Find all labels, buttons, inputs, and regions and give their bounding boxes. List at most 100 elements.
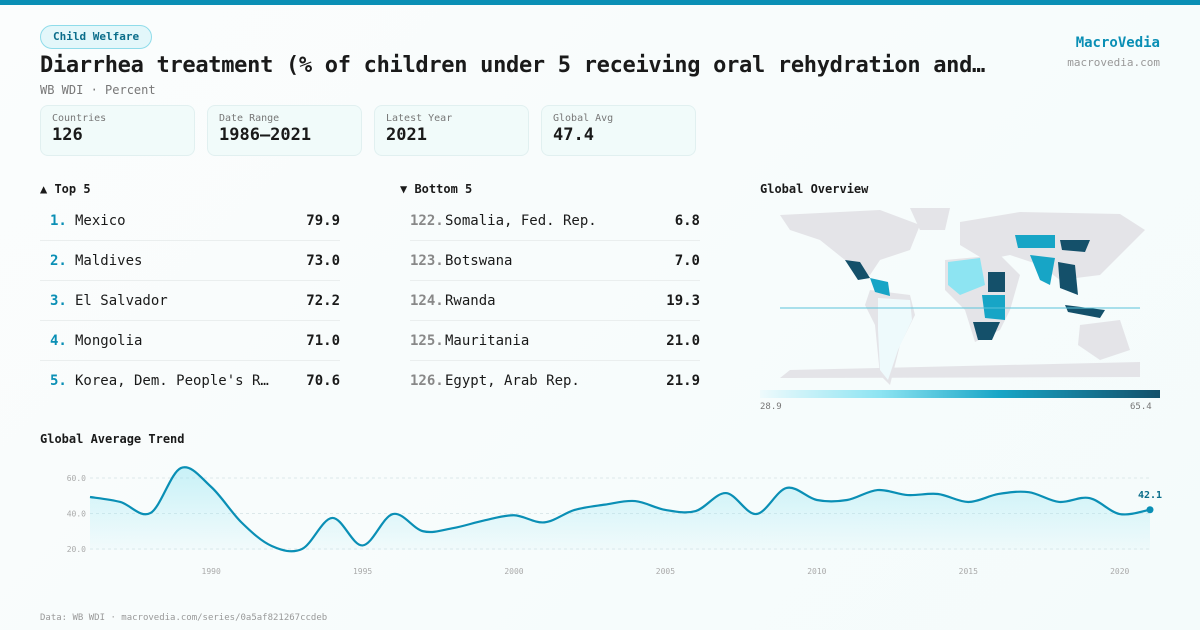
stat-value: 47.4 xyxy=(553,125,594,145)
stat-card-global-avg: Global Avg 47.4 xyxy=(541,105,696,156)
antarctica xyxy=(780,362,1140,378)
stat-value: 2021 xyxy=(386,125,427,145)
trend-chart[interactable]: 20.0 40.0 60.0 1990 1995 2000 2005 2010 2015 2020… xyxy=(0,450,1200,590)
country-name: Mongolia xyxy=(75,332,143,349)
last-value-label: 42.1 xyxy=(1138,490,1162,501)
country-value: 21.0 xyxy=(666,332,700,349)
rank: 4. xyxy=(50,332,67,349)
footer-source: Data: WB WDI · macrovedia.com/series/0a5… xyxy=(40,613,328,623)
greenland xyxy=(910,208,950,230)
list-item[interactable]: 123. Botswana 7.0 xyxy=(410,241,700,281)
list-item[interactable]: 5. Korea, Dem. People's R… 70.6 xyxy=(40,361,340,401)
country-value: 79.9 xyxy=(306,212,340,229)
rank: 2. xyxy=(50,252,67,269)
x-tick-label: 2000 xyxy=(504,567,523,576)
country-value: 73.0 xyxy=(306,252,340,269)
list-item[interactable]: 1. Mexico 79.9 xyxy=(40,201,340,241)
bottom5-list: 122. Somalia, Fed. Rep. 6.8 123. Botswana 7.… xyxy=(410,201,700,401)
country-name: Rwanda xyxy=(445,292,496,309)
region-southern-africa xyxy=(973,322,1000,340)
brand-logo[interactable]: MacroVedia xyxy=(1075,35,1160,51)
country-name: Korea, Dem. People's R… xyxy=(75,373,269,389)
region-sudan xyxy=(988,272,1005,292)
stat-label: Date Range xyxy=(219,113,280,124)
brand-url[interactable]: macrovedia.com xyxy=(1067,56,1160,69)
stat-card-countries: Countries 126 xyxy=(40,105,195,156)
region-central-america xyxy=(870,278,890,296)
country-value: 6.8 xyxy=(674,212,700,229)
list-item[interactable]: 126. Egypt, Arab Rep. 21.9 xyxy=(410,361,700,401)
rank: 5. xyxy=(50,373,67,389)
country-value: 7.0 xyxy=(674,252,700,269)
trend-area xyxy=(90,467,1150,552)
legend-max: 65.4 xyxy=(1130,402,1152,412)
rank: 122. xyxy=(410,212,444,229)
stat-value: 1986–2021 xyxy=(219,125,312,145)
category-badge[interactable]: Child Welfare xyxy=(40,25,153,49)
rank: 1. xyxy=(50,212,67,229)
stat-label: Countries xyxy=(52,113,107,124)
country-name: Botswana xyxy=(445,252,513,269)
stat-label: Latest Year xyxy=(386,113,453,124)
top-accent-bar xyxy=(0,0,1200,5)
map-heading: Global Overview xyxy=(760,182,869,196)
world-map[interactable] xyxy=(760,200,1160,385)
y-tick-label: 40.0 xyxy=(67,510,86,519)
country-name: Mauritania xyxy=(445,332,530,349)
country-name: Maldives xyxy=(75,252,143,269)
stat-card-latest-year: Latest Year 2021 xyxy=(374,105,529,156)
list-item[interactable]: 122. Somalia, Fed. Rep. 6.8 xyxy=(410,201,700,241)
list-item[interactable]: 2. Maldives 73.0 xyxy=(40,241,340,281)
country-name: El Salvador xyxy=(75,292,168,309)
y-tick-label: 60.0 xyxy=(67,474,86,483)
region-central-asia xyxy=(1015,235,1055,248)
country-value: 70.6 xyxy=(306,373,340,389)
region-south-america xyxy=(878,298,912,380)
country-value: 19.3 xyxy=(666,292,700,309)
stat-card-date-range: Date Range 1986–2021 xyxy=(207,105,362,156)
x-tick-label: 1990 xyxy=(202,567,221,576)
country-value: 71.0 xyxy=(306,332,340,349)
north-america xyxy=(780,210,920,275)
country-name: Somalia, Fed. Rep. xyxy=(445,212,597,229)
region-west-africa xyxy=(948,258,985,295)
legend-min: 28.9 xyxy=(760,402,782,412)
australia xyxy=(1078,320,1130,360)
x-tick-label: 2020 xyxy=(1110,567,1129,576)
region-southeast-asia xyxy=(1058,262,1078,295)
x-tick-label: 2015 xyxy=(959,567,978,576)
list-item[interactable]: 4. Mongolia 71.0 xyxy=(40,321,340,361)
region-mexico xyxy=(845,260,870,280)
trend-heading: Global Average Trend xyxy=(40,432,185,446)
list-item[interactable]: 3. El Salvador 72.2 xyxy=(40,281,340,321)
rank: 126. xyxy=(410,373,444,389)
rank: 125. xyxy=(410,332,444,349)
country-value: 72.2 xyxy=(306,292,340,309)
rank: 123. xyxy=(410,252,444,269)
rank: 124. xyxy=(410,292,444,309)
stat-value: 126 xyxy=(52,125,83,145)
page-subtitle: WB WDI · Percent xyxy=(40,83,156,97)
country-value: 21.9 xyxy=(666,373,700,389)
list-item[interactable]: 124. Rwanda 19.3 xyxy=(410,281,700,321)
page-title: Diarrhea treatment (% of children under … xyxy=(40,53,985,78)
x-tick-label: 2010 xyxy=(807,567,826,576)
bottom5-heading: ▼ Bottom 5 xyxy=(400,182,473,196)
region-south-asia xyxy=(1030,255,1055,285)
y-tick-label: 20.0 xyxy=(67,545,86,554)
color-scale-legend xyxy=(760,390,1160,398)
rank: 3. xyxy=(50,292,67,309)
region-indonesia xyxy=(1065,305,1105,318)
land-masses xyxy=(780,208,1145,385)
list-item[interactable]: 125. Mauritania 21.0 xyxy=(410,321,700,361)
x-tick-label: 2005 xyxy=(656,567,675,576)
last-point-marker xyxy=(1146,506,1154,514)
country-name: Egypt, Arab Rep. xyxy=(445,373,580,389)
x-tick-label: 1995 xyxy=(353,567,372,576)
region-mongolia xyxy=(1060,240,1090,252)
top5-heading: ▲ Top 5 xyxy=(40,182,91,196)
top5-list: 1. Mexico 79.9 2. Maldives 73.0 3. El Salvado… xyxy=(40,201,340,401)
country-name: Mexico xyxy=(75,212,126,229)
trend-line xyxy=(89,466,1151,553)
stat-label: Global Avg xyxy=(553,113,614,124)
